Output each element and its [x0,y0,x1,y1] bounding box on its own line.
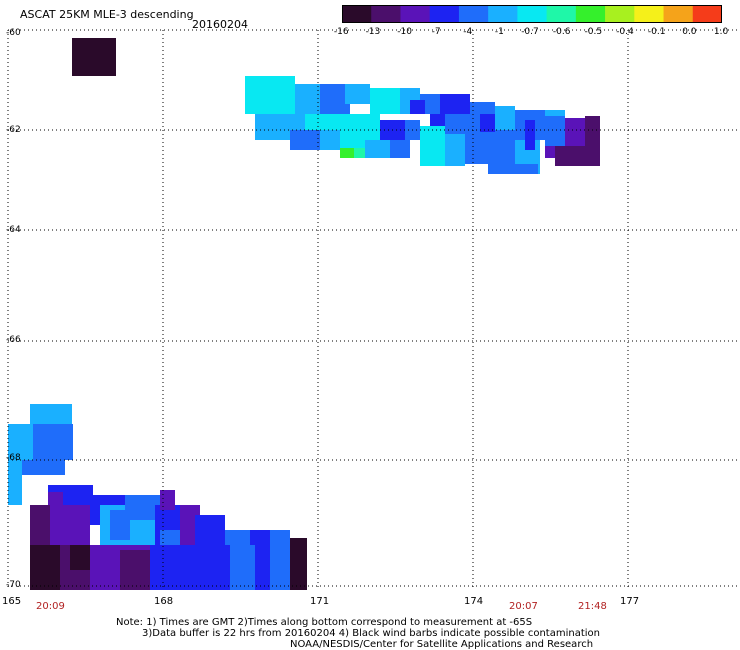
product-date: 20160204 [192,18,248,31]
color-scale-label: -0.7 [521,27,539,37]
swath-cell [440,114,470,134]
lon-label-168: 168 [154,596,174,607]
swath-cell [290,538,307,590]
lat-label-62: -62 [6,125,21,135]
swath-cell [430,114,445,126]
swath-cell [488,164,538,174]
swath-cell [8,424,33,460]
color-scale-swatch [546,5,577,23]
color-scale-border [342,5,722,23]
swath-cell [565,118,585,148]
swath-cell [585,116,600,146]
swath-cell [230,545,255,590]
color-scale-label: -13 [365,27,381,37]
swath-cell [420,126,445,166]
swath-cell [305,114,345,130]
swath-cell [160,490,175,510]
time-label-2: 20:07 [509,601,538,612]
swath-cell [130,520,155,545]
swath-cell [465,130,490,164]
time-label-1: 20:09 [36,601,65,612]
lon-label-171: 171 [310,596,330,607]
color-scale-swatch [692,5,722,23]
color-scale-swatch [634,5,665,23]
swath-cell [345,84,370,104]
swath-cell [30,404,72,424]
color-scale-label: -4 [463,27,473,37]
footer-note-2: 3)Data buffer is 22 hrs from 20160204 4)… [142,628,600,639]
swath-cell [110,510,130,540]
color-scale-swatch [429,5,460,23]
swath-cell [340,114,380,140]
color-scale-label: -10 [397,27,412,37]
swath-cell [525,120,535,150]
swath-cell [340,148,354,158]
swath-cell [245,76,295,94]
color-scale-label: -1 [494,27,504,37]
swath-cell [445,134,465,166]
color-scale-label: 0.0 [682,27,697,37]
color-scale-swatch [371,5,401,23]
swath-cell [290,130,320,150]
swath-cell [490,130,515,166]
color-scale-swatch [488,5,518,23]
swath-cell [8,460,22,505]
swath-cell [70,545,90,570]
footer-note-3: NOAA/NESDIS/Center for Satellite Applica… [290,639,594,650]
lat-label-68: -68 [6,453,21,463]
color-scale-swatch [342,5,372,23]
color-scale-label: -0.1 [647,27,666,37]
lon-label-174: 174 [464,596,484,607]
color-scale-bar [342,5,722,23]
swath-cell [270,530,290,590]
color-scale-swatch [663,5,694,23]
swath-cell [495,106,515,130]
swath-cell [50,505,90,545]
color-scale-label: -0.4 [616,27,634,37]
swath-cell [390,140,410,158]
color-scale-swatch [458,5,489,23]
swath-cell [195,515,225,545]
color-scale-label: -0.5 [584,27,603,37]
color-scale-label: -7 [431,27,441,37]
lat-label-60: -60 [6,28,21,38]
lat-label-70: -70 [6,580,21,590]
swath-cell [20,460,65,475]
swath-cell [150,545,200,590]
color-scale-label: 1.0 [713,27,729,37]
color-scale-swatch [400,5,431,23]
swath-cell [365,140,390,158]
swath-cell [410,100,425,114]
swath-cell [480,114,495,132]
swath-cell [545,116,565,146]
color-scale-label: -16 [333,27,349,37]
footer-note-1: Note: 1) Times are GMT 2)Times along bot… [116,617,533,628]
lat-label-64: -64 [6,225,21,235]
swath-cell [48,492,63,505]
color-scale-labels: -16 -13 -10 -7 -4 -1 -0.7 -0.6 -0.5 -0.4 -0.1 0.0 1.… [330,27,730,39]
swath-cell [72,38,116,76]
product-title: ASCAT 25KM MLE-3 descending [20,8,194,21]
lon-label-165: 165 [2,596,22,607]
time-label-3: 21:48 [578,601,607,612]
swath-cell [354,148,366,158]
swath-cell [440,94,470,114]
swath-cell [160,530,180,545]
color-scale-label: -0.6 [552,27,571,37]
color-scale-swatch [575,5,606,23]
swath-cell [555,146,600,166]
color-scale-swatch [605,5,635,23]
color-scale-swatch [517,5,548,23]
lat-label-66: -66 [6,335,21,345]
lon-label-177: 177 [620,596,640,607]
swath-cell [370,88,400,114]
swath-cell [320,130,340,150]
